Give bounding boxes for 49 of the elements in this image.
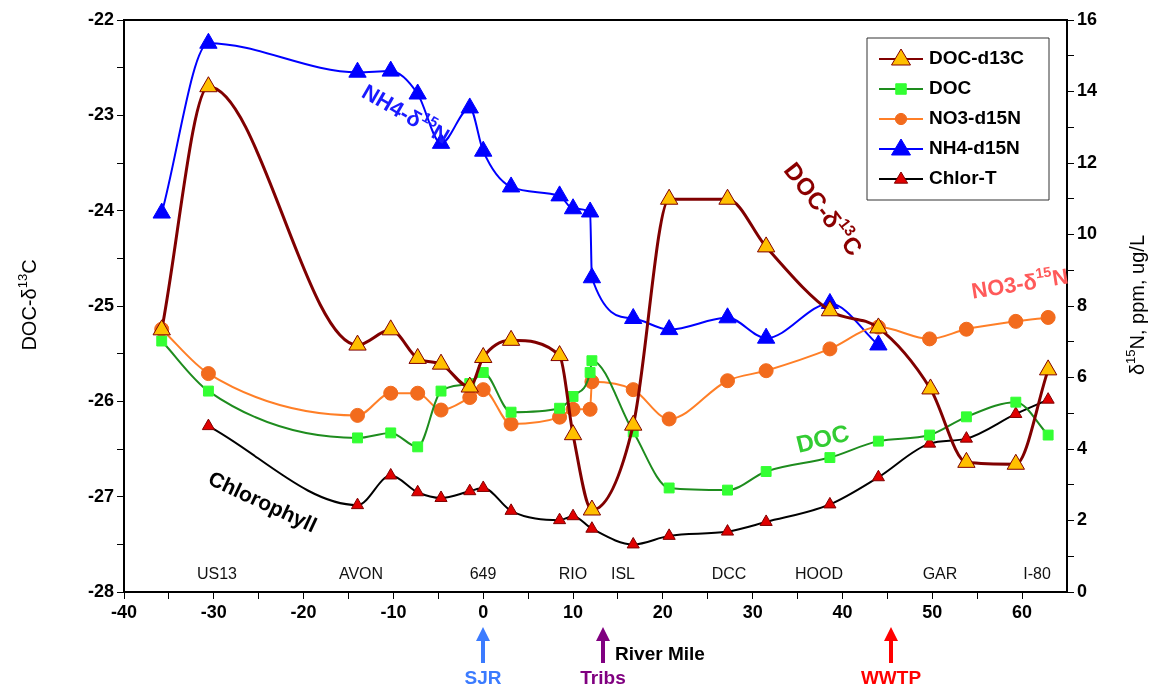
y2-tick-label: 12 xyxy=(1077,151,1098,172)
x-tick-label: 30 xyxy=(742,601,763,622)
x-tick-label: -10 xyxy=(380,601,407,622)
annotation: I-80 xyxy=(1023,565,1051,583)
y2-tick-label: 10 xyxy=(1077,223,1098,244)
text: Tribs xyxy=(580,667,626,689)
y2-tick-label: 6 xyxy=(1077,366,1088,387)
y2-tick-label: 0 xyxy=(1077,580,1088,601)
x-tick-label: 0 xyxy=(478,601,489,622)
x-tick-label: 60 xyxy=(1012,601,1033,622)
annotation: RIO xyxy=(558,565,588,583)
legend-label: DOC xyxy=(929,77,972,99)
legend-label: Chlor-T xyxy=(929,167,997,189)
annotation: DCC xyxy=(711,565,747,583)
y2-axis-title: δ15N, ppm, ug/L xyxy=(1122,234,1148,376)
text: WWTP xyxy=(860,667,922,689)
x-axis-title: River Mile xyxy=(615,643,705,665)
y-tick-label: -27 xyxy=(87,485,114,506)
x-tick-label: -30 xyxy=(200,601,227,622)
annotation: GAR xyxy=(922,565,958,583)
y-tick-label: -28 xyxy=(87,580,114,601)
y-axis-title: DOC-δ13C xyxy=(14,259,40,351)
annotation: ISL xyxy=(610,565,636,583)
y-tick-label: -22 xyxy=(87,8,114,29)
y-tick-label: -23 xyxy=(87,104,114,125)
annotation: US13 xyxy=(196,565,238,583)
legend-label: DOC-d13C xyxy=(929,47,1025,69)
y-tick-label: -24 xyxy=(87,199,114,220)
annotation: AVON xyxy=(338,565,384,583)
x-tick-label: 40 xyxy=(832,601,853,622)
y2-tick-label: 8 xyxy=(1077,294,1088,315)
annotation: DOC xyxy=(793,418,852,458)
legend-label: NH4-d15N xyxy=(929,137,1020,159)
y2-tick-label: 16 xyxy=(1077,8,1098,29)
y2-tick-label: 4 xyxy=(1077,437,1088,458)
text: SJR xyxy=(464,667,502,689)
x-tick-label: -20 xyxy=(290,601,317,622)
annotation: HOOD xyxy=(795,565,843,583)
y2-tick-label: 14 xyxy=(1077,80,1098,101)
y-tick-label: -25 xyxy=(87,294,114,315)
legend-label: NO3-d15N xyxy=(929,107,1021,129)
y-tick-label: -26 xyxy=(87,390,114,411)
x-tick-label: 10 xyxy=(563,601,584,622)
x-tick-label: 20 xyxy=(652,601,673,622)
y2-tick-label: 2 xyxy=(1077,509,1088,530)
x-tick-label: -40 xyxy=(110,601,138,622)
x-tick-label: 50 xyxy=(922,601,943,622)
annotation: 649 xyxy=(469,565,497,583)
annotation: NO3-δ15N xyxy=(969,263,1070,304)
